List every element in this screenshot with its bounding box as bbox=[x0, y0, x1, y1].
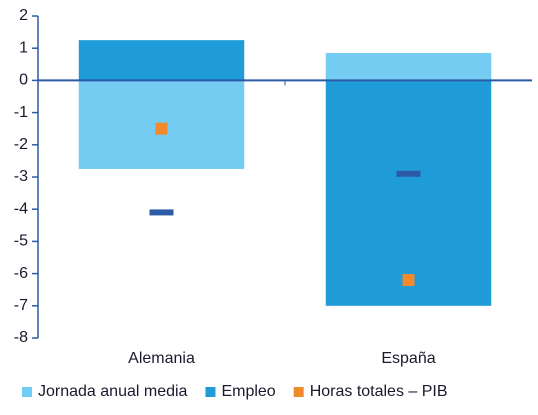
y-tick-label: -8 bbox=[14, 329, 28, 346]
y-tick-label: -4 bbox=[14, 200, 28, 217]
y-tick-label: -7 bbox=[14, 297, 28, 314]
y-tick-label: -2 bbox=[14, 136, 28, 153]
legend-label: Horas totales – PIB bbox=[310, 383, 448, 400]
bar bbox=[325, 53, 492, 81]
x-tick-label: Alemania bbox=[128, 350, 195, 367]
legend-swatch bbox=[293, 387, 304, 397]
legend-label: Empleo bbox=[221, 383, 275, 400]
y-tick-label: -3 bbox=[14, 168, 28, 185]
marker bbox=[149, 209, 174, 216]
marker bbox=[155, 122, 168, 135]
y-tick-label: -5 bbox=[14, 233, 28, 250]
legend-swatch bbox=[205, 387, 216, 397]
bar bbox=[78, 40, 245, 81]
y-tick-label: -6 bbox=[14, 265, 28, 282]
legend-swatch bbox=[22, 387, 32, 397]
marker bbox=[402, 274, 415, 287]
x-tick-label: España bbox=[381, 350, 435, 367]
legend-label: Jornada anual media bbox=[38, 383, 188, 400]
y-tick-label: 2 bbox=[19, 7, 28, 24]
bar bbox=[325, 80, 492, 306]
y-tick-label: 0 bbox=[19, 72, 28, 89]
y-tick-label: 1 bbox=[19, 39, 28, 56]
marker bbox=[396, 170, 421, 177]
y-tick-label: -1 bbox=[14, 104, 28, 121]
